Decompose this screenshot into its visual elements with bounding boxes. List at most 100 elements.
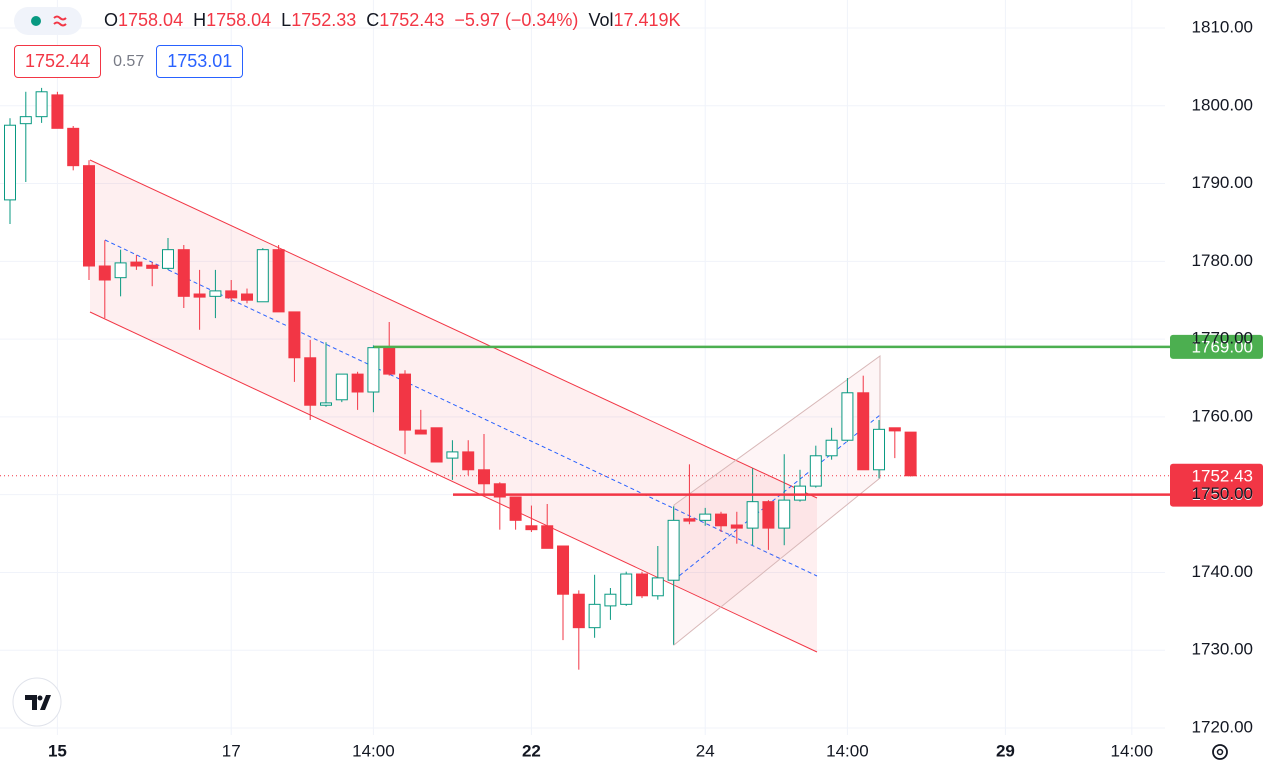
channel-fill xyxy=(90,160,817,652)
candle-body xyxy=(146,264,159,269)
candle-body xyxy=(351,373,364,393)
candle-body xyxy=(794,485,807,501)
candle-body xyxy=(699,513,712,521)
x-tick-label: 14:00 xyxy=(826,741,869,760)
candle-body xyxy=(525,525,538,531)
candle-body xyxy=(225,290,238,299)
candle-body xyxy=(19,116,32,125)
change: −5.97 (−0.34%) xyxy=(454,10,579,30)
candle-body xyxy=(335,373,348,401)
volume-label: Vol xyxy=(588,10,614,30)
y-tick-label: 1800.00 xyxy=(1192,95,1253,114)
candle-body xyxy=(557,545,570,595)
ohlc-label: C xyxy=(366,10,380,30)
candle-body xyxy=(509,496,522,521)
candle-body xyxy=(636,573,649,597)
status-icons xyxy=(31,15,67,27)
settings-icon[interactable] xyxy=(1212,744,1228,760)
candle-body xyxy=(193,293,206,298)
candle-body xyxy=(241,293,254,301)
channel-lower xyxy=(89,311,818,653)
spread: 0.57 xyxy=(113,52,145,70)
candle-body xyxy=(162,249,175,269)
ohlc-value: 1758.04 xyxy=(206,10,272,30)
candle-body xyxy=(493,483,506,498)
y-tick-label: 1810.00 xyxy=(1192,17,1253,36)
candle-body xyxy=(572,593,585,629)
y-tick-label: 1780.00 xyxy=(1192,251,1253,270)
candle-body xyxy=(430,427,443,463)
axes: 1720.00 1730.00 1740.00 1750.00 1760.00 1770.… xyxy=(48,17,1253,760)
x-tick-label: 24 xyxy=(696,741,715,760)
ohlc-label: H xyxy=(193,10,207,30)
channel-mid xyxy=(104,239,818,577)
settings-icon-center xyxy=(1216,748,1224,756)
candle-body xyxy=(130,261,143,267)
candle-body xyxy=(414,429,427,435)
y-tick-label: 1770.00 xyxy=(1192,329,1253,348)
candle-body xyxy=(272,249,285,313)
candle-body xyxy=(778,499,791,529)
candle-body xyxy=(288,311,301,359)
candle-body xyxy=(730,524,743,529)
bid[interactable]: 1752.44 xyxy=(14,45,102,78)
price-label-box xyxy=(1170,463,1263,488)
price-label-box xyxy=(1170,334,1263,359)
candle-body xyxy=(35,91,48,118)
candle-body xyxy=(67,127,80,167)
ohlc-legend: O1758.04 H1758.04 L1752.33 C1752.43 −5.97 (−… xyxy=(104,10,681,31)
candle-body xyxy=(256,249,269,303)
candle-body xyxy=(98,265,111,281)
candle-body xyxy=(541,525,554,549)
ohlc-label: O xyxy=(104,10,119,30)
candle-body xyxy=(604,593,617,607)
candle-body xyxy=(177,249,190,297)
candle-body xyxy=(651,577,664,597)
candle-body xyxy=(114,262,127,279)
candle-body xyxy=(825,439,838,457)
y-tick-label: 1740.00 xyxy=(1192,562,1253,581)
candle-body xyxy=(4,124,17,201)
x-tick-label: 17 xyxy=(222,741,241,760)
ohlc-value: 1752.43 xyxy=(379,10,445,30)
status-pill[interactable] xyxy=(14,7,82,35)
candle-body xyxy=(620,573,633,605)
candle-body xyxy=(83,165,96,267)
volume: 17.419K xyxy=(613,10,681,30)
candle-body xyxy=(588,603,601,629)
candle-body xyxy=(904,431,917,477)
y-tick-label: 1790.00 xyxy=(1192,173,1253,192)
candle-body xyxy=(715,513,728,527)
candle-body xyxy=(667,519,680,581)
candle-body xyxy=(857,392,870,471)
ask[interactable]: 1753.01 xyxy=(156,45,244,78)
ohlc-value: 1758.04 xyxy=(118,10,184,30)
price-label: 1752.43 xyxy=(1192,466,1253,485)
candle-body xyxy=(873,428,886,471)
x-tick-label: 15 xyxy=(48,741,67,760)
candle-body xyxy=(683,518,696,522)
candles xyxy=(4,87,917,670)
candle-body xyxy=(841,392,854,441)
candle-body xyxy=(304,357,317,406)
wave-icon xyxy=(53,15,67,27)
y-tick-label: 1720.00 xyxy=(1192,717,1253,736)
price-label-box xyxy=(1170,482,1263,507)
bid-ask: 1752.44 0.57 1753.01 xyxy=(14,45,244,78)
candle-body xyxy=(51,94,64,129)
candle-body xyxy=(462,451,475,471)
candle-body xyxy=(809,455,822,487)
candle-body xyxy=(367,347,380,393)
x-tick-label: 29 xyxy=(996,741,1015,760)
x-tick-label: 14:00 xyxy=(1111,741,1154,760)
status-dot xyxy=(31,16,41,26)
rising-channel-mid xyxy=(673,414,881,581)
candle-body xyxy=(209,290,222,297)
candle-body xyxy=(888,427,901,432)
candle-body xyxy=(762,501,775,529)
candle-body xyxy=(383,347,396,375)
x-tick-label: 22 xyxy=(522,741,541,760)
logo-mark xyxy=(25,695,51,710)
